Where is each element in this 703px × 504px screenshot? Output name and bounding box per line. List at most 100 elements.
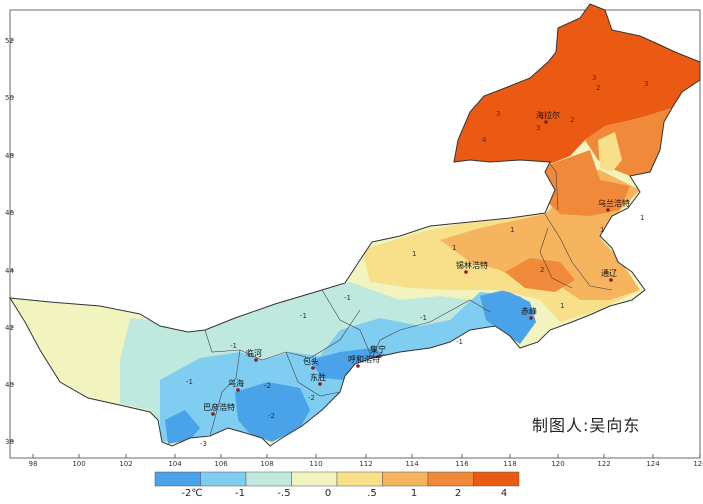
- isoline-value-label: 4: [482, 136, 487, 144]
- y-tick-label: 52: [5, 37, 14, 45]
- city-label: 赤峰: [521, 306, 537, 316]
- legend-swatch: [382, 471, 429, 487]
- fill-blue-chifeng: [480, 290, 536, 344]
- isoline-value-label: 1: [412, 250, 416, 258]
- isoline-value-label: -1: [186, 378, 193, 386]
- city-label: 乌海: [228, 378, 244, 388]
- city-label: 巴彦浩特: [203, 402, 235, 412]
- isoline-value-label: 1: [510, 226, 514, 234]
- city-label: 乌兰浩特: [598, 198, 630, 208]
- isoline-value-label: -2: [308, 394, 315, 402]
- legend-label: -1: [235, 488, 245, 499]
- isoline-value-label: -2: [268, 412, 275, 420]
- city-marker: [464, 270, 468, 274]
- league-border: [285, 351, 341, 397]
- y-tick-label: 50: [5, 94, 14, 102]
- y-tick-label: 42: [5, 324, 14, 332]
- legend-label: -2℃: [181, 488, 202, 499]
- legend-label: 4: [501, 488, 507, 499]
- x-tick-label: 114: [405, 460, 419, 468]
- x-tick-label: 124: [646, 460, 660, 468]
- isoline-value-label: -2: [264, 382, 271, 390]
- city-label: 通辽: [601, 268, 617, 278]
- fill-orange-dark-north: [454, 4, 700, 164]
- x-tick-label: 108: [260, 460, 273, 468]
- legend-swatch: [154, 471, 201, 487]
- city-marker: [529, 316, 533, 320]
- x-tick-label: 104: [168, 460, 182, 468]
- league-border: [204, 329, 263, 361]
- y-tick-label: 46: [5, 209, 14, 217]
- city-marker: [236, 388, 240, 392]
- legend-swatch: [473, 471, 520, 487]
- legend-swatch: [336, 471, 383, 487]
- city-marker: [311, 366, 315, 370]
- legend-swatch: [245, 471, 292, 487]
- isoline-value-label: 2: [540, 266, 544, 274]
- isoline-value-label: -1: [456, 338, 463, 346]
- league-border: [209, 349, 241, 437]
- league-border: [321, 289, 373, 359]
- isoline-value-label: 3: [644, 80, 648, 88]
- isoline-value-label: 2: [570, 116, 574, 124]
- isoline-value-label: -1: [300, 312, 307, 320]
- legend-label: 0: [325, 488, 331, 499]
- isoline-value-label: -1: [420, 314, 427, 322]
- isoline-value-label: 1: [560, 302, 564, 310]
- x-tick-label: 112: [359, 460, 372, 468]
- legend-label: 2: [455, 488, 461, 499]
- city-label: 海拉尔: [536, 110, 560, 120]
- league-border: [371, 299, 491, 359]
- isoline-value-label: 3: [536, 124, 540, 132]
- city-label: 锡林浩特: [456, 260, 488, 270]
- city-marker: [254, 358, 258, 362]
- league-borders: [204, 163, 613, 437]
- y-axis-ticks: 52 50 48 46 44 42 40 38: [5, 37, 14, 446]
- x-tick-label: 122: [597, 460, 610, 468]
- fill-yellow-hulunbuir: [598, 132, 622, 172]
- city-label: 东胜: [310, 372, 326, 382]
- league-border: [539, 227, 573, 289]
- legend-label: -.5: [277, 488, 290, 499]
- x-axis-ticks: 98 100 102 104 106 108 110 112 114 116 118 120 122 12…: [29, 454, 703, 468]
- isoline-value-label: 3: [496, 110, 500, 118]
- fill-blue-southwest: [235, 382, 310, 442]
- isoline-value-label: 3: [592, 74, 596, 82]
- isoline-value-label: 2: [596, 84, 600, 92]
- x-tick-label: 98: [29, 460, 38, 468]
- city-marker: [609, 278, 613, 282]
- x-tick-label: 110: [309, 460, 322, 468]
- isoline-value-label: 1: [452, 244, 456, 252]
- x-tick-label: 106: [214, 460, 228, 468]
- x-tick-label: 116: [455, 460, 469, 468]
- map-credit: 制图人:吴向东: [532, 416, 640, 435]
- fill-orange-northeast: [540, 150, 630, 216]
- city-marker: [378, 354, 382, 358]
- league-border: [544, 213, 613, 291]
- city-marker: [606, 208, 610, 212]
- color-legend: -2℃ -1 -.5 0 .5 1 2 4: [154, 471, 520, 499]
- legend-label: .5: [367, 488, 377, 499]
- isoline-value-label: -1: [230, 342, 237, 350]
- city-label: 集宁: [370, 344, 386, 354]
- isoline-value-label: -3: [200, 440, 207, 448]
- legend-swatch: [427, 471, 474, 487]
- city-marker: [211, 412, 215, 416]
- y-tick-label: 44: [5, 267, 14, 275]
- y-tick-label: 38: [5, 438, 14, 446]
- fill-blue-south: [165, 410, 200, 444]
- fill-orange-center: [505, 258, 575, 292]
- x-tick-label: 126: [693, 460, 703, 468]
- legend-label: 1: [411, 488, 417, 499]
- city-marker: [318, 382, 322, 386]
- league-border: [261, 309, 361, 361]
- league-border: [549, 163, 559, 211]
- x-tick-label: 100: [72, 460, 85, 468]
- city-label: 呼和浩特: [348, 354, 380, 364]
- x-tick-label: 120: [551, 460, 564, 468]
- fill-blue-central: [310, 348, 392, 380]
- city-marker: [544, 120, 548, 124]
